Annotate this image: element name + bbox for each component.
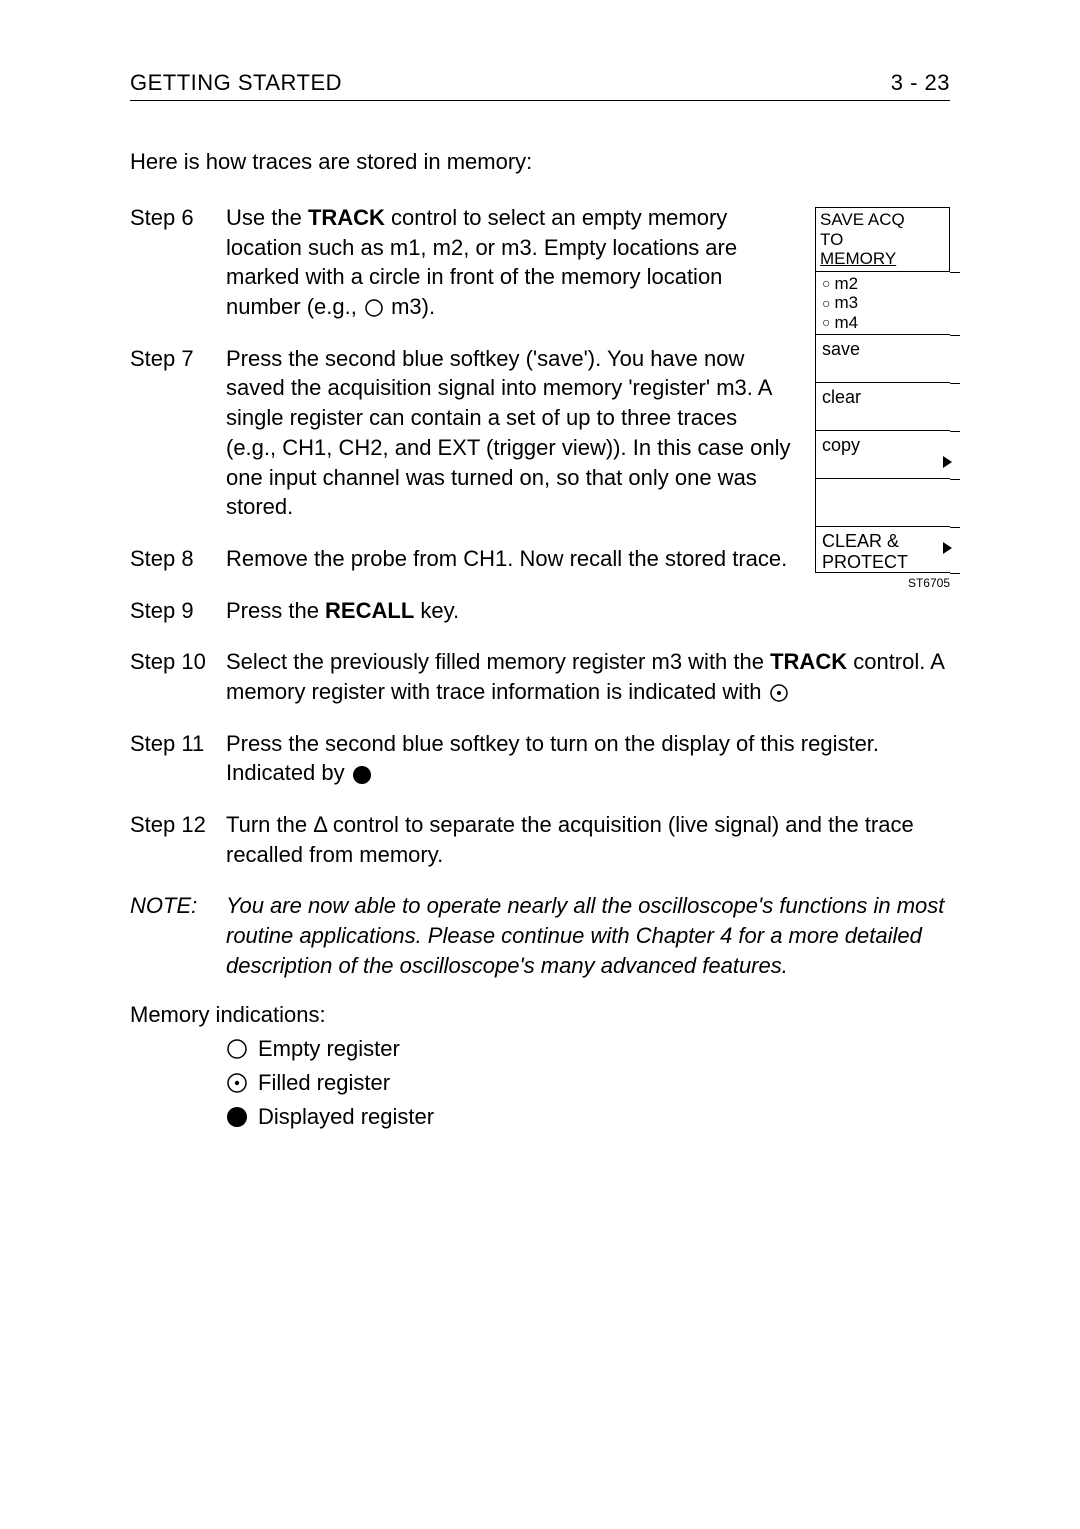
- step-label: Step 7: [130, 344, 226, 522]
- step-12: Step 12 Turn the Δ control to separate t…: [130, 810, 950, 869]
- empty-dot-icon: ○: [822, 275, 830, 291]
- menu-body: ○m2 ○m3 ○m4 save clear copy: [815, 272, 950, 574]
- indications-list: Empty register Filled register Displayed…: [226, 1036, 950, 1130]
- filled-circle-icon: [351, 764, 373, 786]
- step-body: Select the previously filled memory regi…: [226, 647, 950, 706]
- note-label: NOTE:: [130, 891, 226, 980]
- intro-text: Here is how traces are stored in memory:: [130, 149, 950, 175]
- softkey-copy: copy: [815, 431, 950, 479]
- step-label: Step 9: [130, 596, 226, 626]
- menu-title: SAVE ACQ TO MEMORY: [815, 207, 950, 272]
- filled-dot-circle-icon: [226, 1072, 248, 1094]
- empty-circle-icon: [226, 1038, 248, 1060]
- arrow-right-icon: [943, 452, 952, 473]
- step-body: Press the second blue softkey ('save'). …: [226, 344, 793, 522]
- page-header: GETTING STARTED 3 - 23: [130, 70, 950, 101]
- note-body: You are now able to operate nearly all t…: [226, 891, 950, 980]
- step-label: Step 8: [130, 544, 226, 574]
- filled-circle-icon: [226, 1106, 248, 1128]
- step-10: Step 10 Select the previously filled mem…: [130, 647, 950, 706]
- indication-filled: Filled register: [226, 1070, 950, 1096]
- header-left: GETTING STARTED: [130, 70, 342, 96]
- figure-label: ST6705: [815, 577, 950, 591]
- step-8: Step 8 Remove the probe from CH1. Now re…: [130, 544, 793, 574]
- menu-diagram: SAVE ACQ TO MEMORY ○m2 ○m3 ○m4 save: [815, 207, 950, 591]
- content-row: Step 6 Use the TRACK control to select a…: [130, 203, 950, 647]
- step-label: Step 12: [130, 810, 226, 869]
- indications-heading: Memory indications:: [130, 1002, 950, 1028]
- filled-dot-circle-icon: [768, 682, 790, 704]
- step-label: Step 11: [130, 729, 226, 788]
- step-label: Step 10: [130, 647, 226, 706]
- step-label: Step 6: [130, 203, 226, 322]
- step-7: Step 7 Press the second blue softkey ('s…: [130, 344, 793, 522]
- menu-item-m3: ○m3: [822, 293, 946, 313]
- menu-item-m4: ○m4: [822, 313, 946, 333]
- empty-dot-icon: ○: [822, 295, 830, 311]
- step-9: Step 9 Press the RECALL key.: [130, 596, 793, 626]
- arrow-right-icon: [943, 538, 952, 559]
- header-right: 3 - 23: [891, 70, 950, 96]
- softkey-clear: clear: [815, 383, 950, 431]
- step-6: Step 6 Use the TRACK control to select a…: [130, 203, 793, 322]
- menu-item-m2: ○m2: [822, 274, 946, 294]
- step-body: Use the TRACK control to select an empty…: [226, 203, 793, 322]
- step-11: Step 11 Press the second blue softkey to…: [130, 729, 950, 788]
- softkey-blank: [815, 479, 950, 527]
- steps-column: Step 6 Use the TRACK control to select a…: [130, 203, 793, 647]
- menu-memory-items: ○m2 ○m3 ○m4: [815, 272, 950, 336]
- step-body: Press the RECALL key.: [226, 596, 793, 626]
- note: NOTE: You are now able to operate nearly…: [130, 891, 950, 980]
- empty-dot-icon: ○: [822, 314, 830, 330]
- step-body: Press the second blue softkey to turn on…: [226, 729, 950, 788]
- page: GETTING STARTED 3 - 23 Here is how trace…: [0, 0, 1080, 1208]
- step-body: Turn the Δ control to separate the acqui…: [226, 810, 950, 869]
- empty-circle-icon: [363, 297, 385, 319]
- softkey-save: save: [815, 335, 950, 383]
- step-body: Remove the probe from CH1. Now recall th…: [226, 544, 793, 574]
- softkey-clear-protect: CLEAR & PROTECT: [815, 527, 950, 573]
- indication-empty: Empty register: [226, 1036, 950, 1062]
- indication-displayed: Displayed register: [226, 1104, 950, 1130]
